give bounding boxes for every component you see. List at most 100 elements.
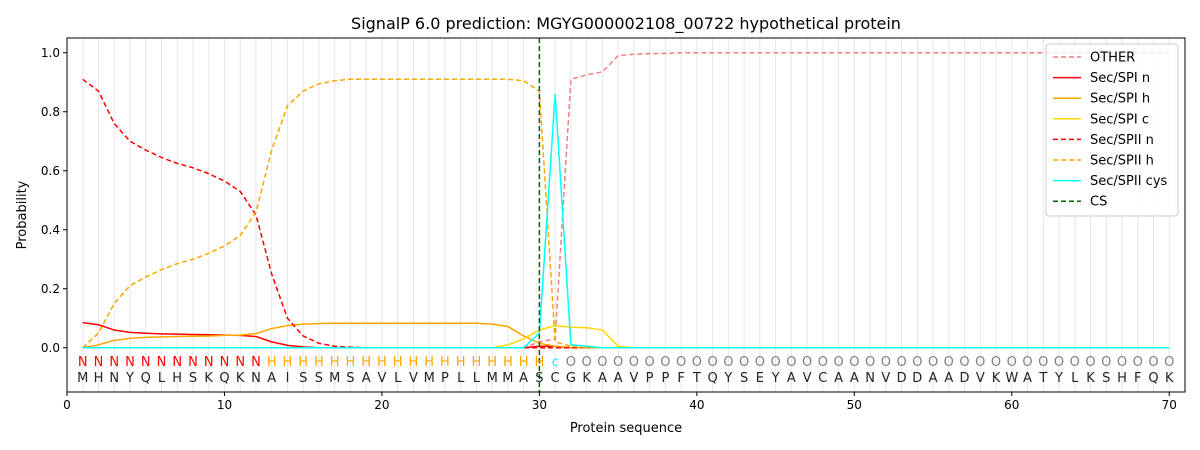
region-label: H [283, 355, 293, 370]
region-label: N [172, 355, 182, 370]
x-tick-label: 10 [217, 398, 232, 412]
x-tick-label: 60 [1004, 398, 1019, 412]
y-axis-label: Probability [15, 180, 30, 249]
region-label: c [552, 355, 559, 370]
legend: OTHER Sec/SPI n Sec/SPI h Sec/SPI c Sec/SPII… [1045, 43, 1179, 217]
region-label: N [251, 355, 261, 370]
region-label: O [707, 355, 717, 370]
x-tick-label: 40 [689, 398, 704, 412]
region-label: H [424, 355, 434, 370]
region-label: O [1117, 355, 1127, 370]
region-label: O [944, 355, 954, 370]
region-label: O [1148, 355, 1158, 370]
y-tick-label: 0.0 [41, 341, 60, 355]
region-label: O [1022, 355, 1032, 370]
region-label: O [645, 355, 655, 370]
region-label: O [1101, 355, 1111, 370]
region-label: O [833, 355, 843, 370]
region-label: O [802, 355, 812, 370]
residue-sequence: MHNYQLHSKQKNAISSMSAVLVMPLLMMASCGKAAVPPFT… [77, 371, 1174, 386]
legend-entry: Sec/SPII n [1090, 133, 1154, 148]
region-label: N [94, 355, 104, 370]
region-label: O [849, 355, 859, 370]
x-tick-label: 30 [532, 398, 547, 412]
plot-frame [66, 37, 1186, 393]
region-label: H [487, 355, 497, 370]
region-label: O [1085, 355, 1095, 370]
series-line-sec-spii-h [82, 78, 1170, 349]
region-label: H [503, 355, 513, 370]
region-label: O [770, 355, 780, 370]
chart-title: SignalP 6.0 prediction: MGYG000002108_00… [351, 14, 901, 34]
series-line-sec-spii-n [82, 78, 1170, 349]
x-tick-label: 20 [374, 398, 389, 412]
region-label: N [141, 355, 151, 370]
region-label: O [597, 355, 607, 370]
legend-entry: Sec/SPII h [1090, 154, 1154, 169]
region-label: H [314, 355, 324, 370]
y-tick-label: 0.8 [41, 105, 60, 119]
series-line-sec-spi-c [82, 324, 1170, 349]
legend-entry: OTHER [1090, 51, 1135, 66]
region-label: O [1038, 355, 1048, 370]
region-label: O [975, 355, 985, 370]
y-tick-label: 1.0 [41, 46, 60, 60]
x-tick-label: 0 [63, 398, 71, 412]
region-label: O [881, 355, 891, 370]
y-tick-label: 0.6 [41, 164, 60, 178]
region-label: O [676, 355, 686, 370]
region-label: H [298, 355, 308, 370]
region-label: H [330, 355, 340, 370]
region-label: H [456, 355, 466, 370]
region-label: O [660, 355, 670, 370]
series-line-other [82, 52, 1170, 349]
y-tick-label: 0.4 [41, 223, 60, 237]
region-label: H [346, 355, 356, 370]
region-label: H [472, 355, 482, 370]
legend-entry: CS [1090, 195, 1107, 210]
region-label: H [267, 355, 277, 370]
region-label: N [220, 355, 230, 370]
legend-box [1045, 43, 1179, 217]
x-tick-label: 50 [847, 398, 862, 412]
legend-entry: Sec/SPI n [1090, 71, 1150, 86]
legend-entry: Sec/SPI c [1090, 112, 1149, 127]
region-label: O [1007, 355, 1017, 370]
region-label: O [912, 355, 922, 370]
region-label: H [440, 355, 450, 370]
region-label: O [959, 355, 969, 370]
region-label: O [896, 355, 906, 370]
region-label: N [235, 355, 245, 370]
region-label: N [109, 355, 119, 370]
x-axis-label: Protein sequence [570, 421, 682, 436]
region-label: H [535, 355, 545, 370]
region-label: H [361, 355, 371, 370]
region-label: O [629, 355, 639, 370]
y-tick-label: 0.2 [41, 282, 60, 296]
region-label: O [865, 355, 875, 370]
region-label: O [818, 355, 828, 370]
region-label: H [393, 355, 403, 370]
region-label: O [692, 355, 702, 370]
region-label: H [519, 355, 529, 370]
region-label: O [582, 355, 592, 370]
region-label: H [377, 355, 387, 370]
region-label: O [613, 355, 623, 370]
region-label: O [1164, 355, 1174, 370]
region-label: O [991, 355, 1001, 370]
region-label: O [739, 355, 749, 370]
region-label: O [1054, 355, 1064, 370]
x-tick-label: 70 [1162, 398, 1177, 412]
region-label: O [755, 355, 765, 370]
region-label: O [566, 355, 576, 370]
region-label: N [188, 355, 198, 370]
region-label: O [1070, 355, 1080, 370]
region-label: N [125, 355, 135, 370]
region-label: N [204, 355, 214, 370]
region-label: N [157, 355, 167, 370]
region-label: O [1133, 355, 1143, 370]
region-label: O [723, 355, 733, 370]
region-label: H [409, 355, 419, 370]
legend-entry: Sec/SPII cys [1090, 174, 1168, 189]
